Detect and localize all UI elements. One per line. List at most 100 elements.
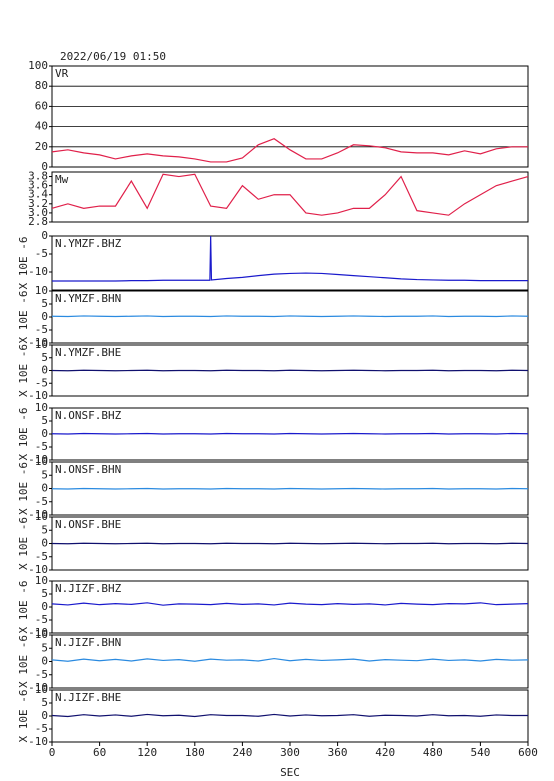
y-tick-label: -10 xyxy=(28,508,48,521)
y-tick-label: -5 xyxy=(35,440,48,453)
series-label: N.ONSF.BHN xyxy=(55,463,121,476)
series-line xyxy=(52,235,528,282)
y-axis-label: X 10E -6 xyxy=(17,581,30,634)
series-line xyxy=(51,713,528,718)
y-tick-label: 60 xyxy=(35,99,48,112)
y-tick-label: -10 xyxy=(28,563,48,576)
chart-title: 2022/06/19 01:50 xyxy=(60,50,166,63)
y-tick-label: 0 xyxy=(41,427,48,440)
y-tick-label: -5 xyxy=(35,376,48,389)
panel-frame xyxy=(51,65,529,168)
y-axis-label: X 10E -6 xyxy=(17,635,30,688)
y-tick-label: 0 xyxy=(41,537,48,550)
x-tick-label: 300 xyxy=(280,746,300,759)
y-tick-label: 0 xyxy=(41,482,48,495)
y-tick-label: 10 xyxy=(35,510,48,523)
y-tick-label: -5 xyxy=(35,668,48,681)
y-tick-label: -10 xyxy=(28,735,48,748)
y-tick-label: -10 xyxy=(28,626,48,639)
y-tick-label: 3.2 xyxy=(28,197,48,210)
y-tick-label: -5 xyxy=(35,722,48,735)
series-label: N.YMZF.BHE xyxy=(55,346,121,359)
series-label: VR xyxy=(55,67,69,80)
y-tick-label: 10 xyxy=(35,284,48,297)
series-line xyxy=(51,173,529,216)
x-tick-label: 240 xyxy=(232,746,252,759)
series-line xyxy=(51,369,529,372)
y-tick-label: -10 xyxy=(28,681,48,694)
series-label: Mw xyxy=(55,173,69,186)
x-tick-label: 480 xyxy=(423,746,443,759)
y-tick-label: 3.4 xyxy=(28,188,48,201)
series-label: N.ONSF.BHE xyxy=(55,518,121,531)
y-tick-label: -5 xyxy=(35,247,48,260)
x-tick-label: 0 xyxy=(49,746,56,759)
x-tick-label: 540 xyxy=(470,746,490,759)
y-axis-label: X 10E -6 xyxy=(17,517,30,570)
y-tick-label: 10 xyxy=(35,455,48,468)
series-label: N.JIZF.BHZ xyxy=(55,582,122,595)
x-tick-label: 600 xyxy=(518,746,538,759)
y-tick-label: 0 xyxy=(41,310,48,323)
panel-frame xyxy=(51,580,529,634)
y-tick-label: 5 xyxy=(41,414,48,427)
y-tick-label: -5 xyxy=(35,550,48,563)
y-axis-label: X 10E -6 xyxy=(17,408,30,461)
series-line xyxy=(51,542,529,545)
y-tick-label: -5 xyxy=(35,323,48,336)
series-label: N.JIZF.BHN xyxy=(55,636,121,649)
series-line xyxy=(51,657,529,662)
series-label: N.JIZF.BHE xyxy=(55,691,121,704)
y-tick-label: -10 xyxy=(28,336,48,349)
y-tick-label: 5 xyxy=(41,351,48,364)
y-tick-label: -5 xyxy=(35,495,48,508)
y-tick-label: 5 xyxy=(41,468,48,481)
y-tick-label: 3.8 xyxy=(28,170,48,183)
y-tick-label: 10 xyxy=(35,401,48,414)
y-tick-label: 10 xyxy=(35,628,48,641)
y-tick-label: 3.6 xyxy=(28,179,48,192)
y-tick-label: 10 xyxy=(35,338,48,351)
y-tick-label: 0 xyxy=(41,655,48,668)
y-tick-label: 5 xyxy=(41,523,48,536)
x-tick-label: 60 xyxy=(93,746,106,759)
series-line xyxy=(51,315,529,318)
panel-frame xyxy=(51,290,529,344)
y-tick-label: 2.8 xyxy=(28,215,48,228)
y-tick-label: 5 xyxy=(41,297,48,310)
panel-frame xyxy=(51,634,529,689)
y-tick-label: -10 xyxy=(28,265,48,278)
y-axis-label: X 10E -6 xyxy=(17,344,30,397)
y-tick-label: 100 xyxy=(28,59,48,72)
y-tick-label: 5 xyxy=(41,696,48,709)
y-axis-label: X 10E -6 xyxy=(17,237,30,290)
y-tick-label: -10 xyxy=(28,389,48,402)
y-tick-label: 5 xyxy=(41,641,48,654)
y-tick-label: 5 xyxy=(41,587,48,600)
x-tick-label: 360 xyxy=(328,746,348,759)
series-label: N.ONSF.BHZ xyxy=(55,409,122,422)
y-tick-label: 0 xyxy=(41,709,48,722)
y-axis-label: X 10E -6 xyxy=(17,291,30,344)
series-line xyxy=(51,602,529,606)
y-axis-label: X 10E -6 xyxy=(17,690,30,743)
series-line xyxy=(51,138,528,163)
y-axis-label: X 10E -6 xyxy=(17,462,30,515)
y-tick-label: 0 xyxy=(41,600,48,613)
panel-frame xyxy=(51,171,529,223)
y-tick-label: 10 xyxy=(35,574,48,587)
series-line xyxy=(51,432,529,435)
x-tick-label: 180 xyxy=(185,746,205,759)
x-tick-label: 120 xyxy=(137,746,157,759)
y-tick-label: 0 xyxy=(41,364,48,377)
y-tick-label: 80 xyxy=(35,79,48,92)
y-tick-label: 3.0 xyxy=(28,206,48,219)
y-tick-label: -5 xyxy=(35,613,48,626)
series-label: N.YMZF.BHZ xyxy=(55,237,122,250)
y-tick-label: -10 xyxy=(28,453,48,466)
x-axis-label: SEC xyxy=(280,766,300,779)
y-tick-label: 40 xyxy=(35,120,48,133)
panel-frame xyxy=(51,235,529,291)
y-tick-label: 0 xyxy=(41,160,48,173)
